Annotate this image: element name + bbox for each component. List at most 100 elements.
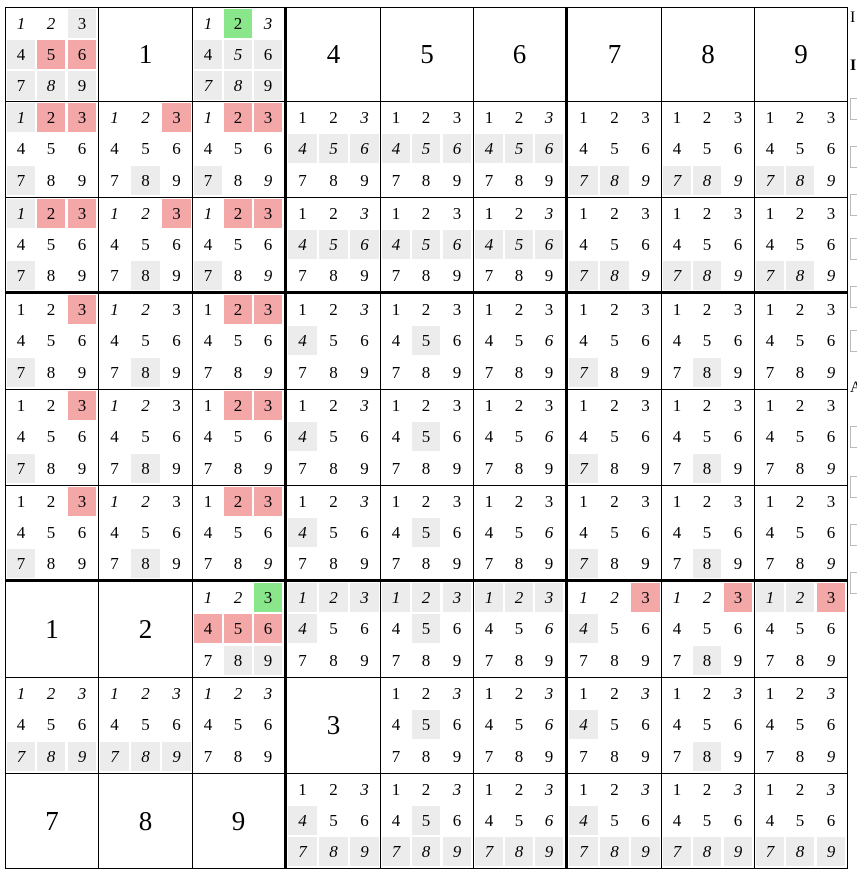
candidate-1[interactable]: 1 [756, 295, 784, 324]
candidate-2[interactable]: 2 [505, 391, 533, 420]
candidate-6[interactable]: 6 [254, 134, 282, 163]
candidate-2[interactable]: 2 [319, 199, 348, 228]
candidate-4[interactable]: 4 [288, 134, 317, 163]
candidate-6[interactable]: 6 [724, 422, 752, 451]
candidate-1[interactable]: 1 [100, 679, 129, 708]
candidate-9[interactable]: 9 [443, 837, 471, 866]
candidate-5[interactable]: 5 [600, 134, 629, 163]
candidate-3[interactable]: 3 [350, 103, 379, 132]
candidate-6[interactable]: 6 [535, 422, 563, 451]
cell-r1c4[interactable]: 4 [287, 8, 381, 102]
side-panel-control[interactable] [850, 146, 857, 168]
candidate-3[interactable]: 3 [724, 199, 752, 228]
candidate-7[interactable]: 7 [569, 742, 598, 771]
candidate-4[interactable]: 4 [288, 326, 317, 355]
candidate-7[interactable]: 7 [756, 837, 784, 866]
candidate-8[interactable]: 8 [505, 261, 533, 290]
candidate-1[interactable]: 1 [475, 679, 503, 708]
candidate-5[interactable]: 5 [319, 518, 348, 547]
candidate-8[interactable]: 8 [319, 358, 348, 387]
candidate-5[interactable]: 5 [600, 230, 629, 259]
candidate-8[interactable]: 8 [600, 549, 629, 578]
candidate-2[interactable]: 2 [693, 679, 721, 708]
candidate-3[interactable]: 3 [443, 775, 471, 804]
candidate-1[interactable]: 1 [382, 295, 410, 324]
candidate-2[interactable]: 2 [37, 679, 65, 708]
candidate-2[interactable]: 2 [37, 487, 65, 516]
candidate-4[interactable]: 4 [194, 230, 222, 259]
candidate-3[interactable]: 3 [68, 9, 96, 38]
candidate-2[interactable]: 2 [600, 391, 629, 420]
candidate-2[interactable]: 2 [693, 775, 721, 804]
candidate-2[interactable]: 2 [131, 391, 160, 420]
candidate-3[interactable]: 3 [254, 487, 282, 516]
candidate-8[interactable]: 8 [693, 261, 721, 290]
candidate-4[interactable]: 4 [569, 614, 598, 643]
candidate-7[interactable]: 7 [288, 646, 317, 675]
candidate-1[interactable]: 1 [7, 487, 35, 516]
candidate-3[interactable]: 3 [350, 583, 379, 612]
candidate-9[interactable]: 9 [817, 549, 845, 578]
candidate-3[interactable]: 3 [68, 487, 96, 516]
candidate-1[interactable]: 1 [663, 775, 691, 804]
candidate-1[interactable]: 1 [288, 487, 317, 516]
candidate-2[interactable]: 2 [505, 295, 533, 324]
cell-r7c2[interactable]: 2 [99, 582, 193, 678]
candidate-9[interactable]: 9 [631, 454, 660, 483]
candidate-7[interactable]: 7 [382, 261, 410, 290]
candidate-4[interactable]: 4 [382, 134, 410, 163]
candidate-6[interactable]: 6 [162, 710, 191, 739]
cell-r9c3[interactable]: 9 [193, 774, 287, 868]
candidate-1[interactable]: 1 [569, 103, 598, 132]
candidate-3[interactable]: 3 [443, 583, 471, 612]
candidate-1[interactable]: 1 [288, 391, 317, 420]
candidate-4[interactable]: 4 [663, 806, 691, 835]
candidate-5[interactable]: 5 [505, 806, 533, 835]
candidate-5[interactable]: 5 [37, 518, 65, 547]
candidate-6[interactable]: 6 [68, 518, 96, 547]
candidate-3[interactable]: 3 [350, 487, 379, 516]
candidate-2[interactable]: 2 [412, 487, 440, 516]
side-panel-input[interactable] [850, 572, 857, 594]
candidate-7[interactable]: 7 [663, 261, 691, 290]
candidate-4[interactable]: 4 [475, 614, 503, 643]
candidate-9[interactable]: 9 [535, 837, 563, 866]
candidate-1[interactable]: 1 [569, 391, 598, 420]
candidate-2[interactable]: 2 [412, 295, 440, 324]
candidate-1[interactable]: 1 [288, 103, 317, 132]
candidate-5[interactable]: 5 [412, 710, 440, 739]
candidate-1[interactable]: 1 [382, 103, 410, 132]
side-panel-input[interactable] [850, 524, 857, 546]
candidate-4[interactable]: 4 [382, 518, 410, 547]
candidate-8[interactable]: 8 [786, 358, 814, 387]
candidate-4[interactable]: 4 [475, 230, 503, 259]
candidate-9[interactable]: 9 [254, 71, 282, 100]
candidate-3[interactable]: 3 [817, 583, 845, 612]
candidate-6[interactable]: 6 [350, 422, 379, 451]
candidate-7[interactable]: 7 [194, 166, 222, 195]
candidate-8[interactable]: 8 [319, 549, 348, 578]
candidate-8[interactable]: 8 [693, 166, 721, 195]
candidate-9[interactable]: 9 [817, 454, 845, 483]
candidate-6[interactable]: 6 [254, 518, 282, 547]
candidate-9[interactable]: 9 [724, 358, 752, 387]
candidate-4[interactable]: 4 [756, 134, 784, 163]
candidate-6[interactable]: 6 [254, 422, 282, 451]
candidate-5[interactable]: 5 [412, 230, 440, 259]
candidate-7[interactable]: 7 [194, 742, 222, 771]
candidate-5[interactable]: 5 [412, 422, 440, 451]
candidate-7[interactable]: 7 [475, 166, 503, 195]
candidate-9[interactable]: 9 [724, 166, 752, 195]
candidate-2[interactable]: 2 [600, 775, 629, 804]
candidate-9[interactable]: 9 [443, 646, 471, 675]
